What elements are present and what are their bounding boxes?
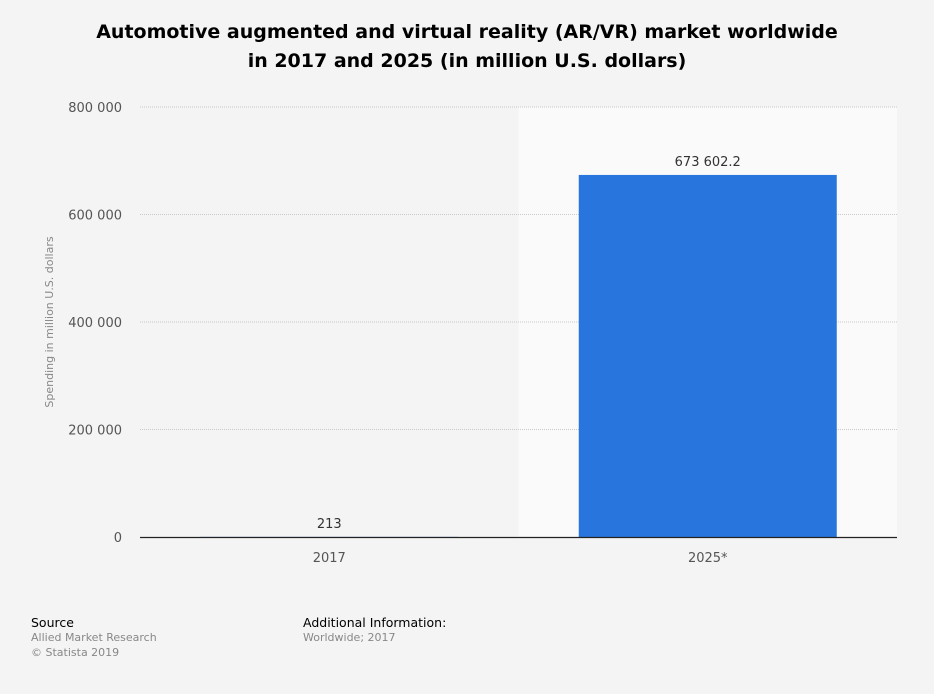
bar-chart: 0 200 000 400 000 600 000 800 000 Spending in… <box>43 101 897 566</box>
y-tick-label: 200 000 <box>68 424 122 439</box>
y-tick-label: 800 000 <box>68 101 122 116</box>
source-heading: Source <box>31 615 74 630</box>
y-tick-label: 0 <box>114 531 122 546</box>
additional-info-heading: Additional Information: <box>303 615 447 630</box>
chart-title-line-1: Automotive augmented and virtual reality… <box>96 21 838 43</box>
bar-value-label: 673 602.2 <box>675 155 741 170</box>
bar <box>578 174 837 537</box>
source-line-1: Allied Market Research <box>31 631 157 644</box>
x-tick-label: 2017 <box>313 551 346 566</box>
chart-title-line-2: in 2017 and 2025 (in million U.S. dollar… <box>247 50 687 72</box>
bar-value-label: 213 <box>317 517 342 532</box>
y-axis-title: Spending in million U.S. dollars <box>43 236 56 407</box>
chart-title: Automotive augmented and virtual reality… <box>0 18 934 76</box>
y-tick-label: 400 000 <box>68 316 122 331</box>
source-line-2: © Statista 2019 <box>31 646 120 659</box>
source-block: Source Allied Market Research © Statista… <box>31 615 157 660</box>
additional-info-block: Additional Information: Worldwide; 2017 <box>303 615 446 645</box>
x-tick-label: 2025* <box>688 551 728 566</box>
additional-info-line-1: Worldwide; 2017 <box>303 631 396 644</box>
y-tick-label: 600 000 <box>68 209 122 224</box>
